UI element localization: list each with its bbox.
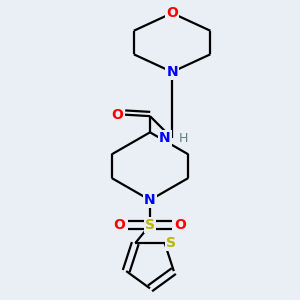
Text: O: O bbox=[114, 218, 126, 232]
Text: H: H bbox=[179, 132, 188, 145]
Text: S: S bbox=[145, 218, 155, 232]
Text: O: O bbox=[174, 218, 186, 232]
Text: N: N bbox=[144, 193, 156, 207]
Text: S: S bbox=[166, 236, 176, 250]
Text: N: N bbox=[159, 131, 170, 145]
Text: O: O bbox=[111, 108, 123, 122]
Text: O: O bbox=[166, 6, 178, 20]
Text: N: N bbox=[166, 65, 178, 79]
